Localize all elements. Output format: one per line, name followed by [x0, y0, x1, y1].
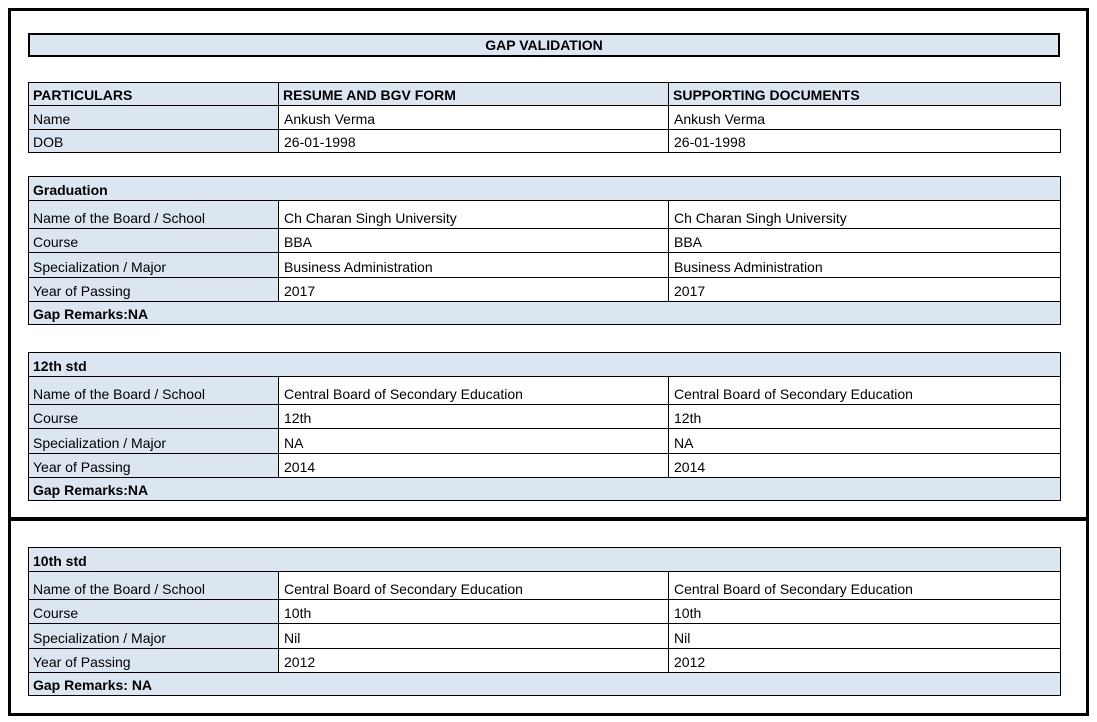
section-12th-std: 12th std Name of the Board / School Cent… — [28, 352, 1061, 501]
row-value-supporting: Business Administration — [669, 253, 1061, 278]
row-value-name-resume: Ankush Verma — [279, 106, 669, 130]
row-value-supporting: Central Board of Secondary Education — [669, 572, 1061, 600]
row-label: Course — [29, 405, 279, 429]
row-label-name: Name — [29, 106, 279, 130]
section-10th-std: 10th std Name of the Board / School Cent… — [28, 547, 1061, 696]
row-value-supporting: BBA — [669, 229, 1061, 253]
section-title: 12th std — [29, 353, 1061, 377]
row-value-resume: 2014 — [279, 454, 669, 478]
particulars-table: PARTICULARS RESUME AND BGV FORM SUPPORTI… — [28, 82, 1061, 153]
row-value-resume: 2012 — [279, 649, 669, 673]
row-label-dob: DOB — [29, 130, 279, 153]
row-value-resume: 10th — [279, 600, 669, 624]
row-value-resume: Central Board of Secondary Education — [279, 377, 669, 405]
row-label: Specialization / Major — [29, 624, 279, 649]
row-value-resume: Central Board of Secondary Education — [279, 572, 669, 600]
row-value-resume: 12th — [279, 405, 669, 429]
row-value-supporting: 10th — [669, 600, 1061, 624]
row-value-resume: 2017 — [279, 278, 669, 302]
row-label: Specialization / Major — [29, 253, 279, 278]
row-value-resume: Business Administration — [279, 253, 669, 278]
page-divider-line — [8, 517, 1089, 521]
section-title: 10th std — [29, 548, 1061, 572]
row-value-resume: NA — [279, 429, 669, 454]
row-value-supporting: 2017 — [669, 278, 1061, 302]
column-header-particulars: PARTICULARS — [29, 83, 279, 106]
row-label: Name of the Board / School — [29, 572, 279, 600]
row-label: Specialization / Major — [29, 429, 279, 454]
row-value-resume: Ch Charan Singh University — [279, 201, 669, 229]
row-label: Course — [29, 229, 279, 253]
section-graduation: Graduation Name of the Board / School Ch… — [28, 176, 1061, 325]
column-header-resume: RESUME AND BGV FORM — [279, 83, 669, 106]
gap-remarks: Gap Remarks:NA — [29, 302, 1061, 325]
row-value-supporting: 2012 — [669, 649, 1061, 673]
row-value-supporting: NA — [669, 429, 1061, 454]
row-value-supporting: Nil — [669, 624, 1061, 649]
row-value-dob-supporting: 26-01-1998 — [669, 130, 1061, 153]
row-label: Year of Passing — [29, 649, 279, 673]
row-value-name-supporting: Ankush Verma — [669, 106, 1061, 130]
document-title: GAP VALIDATION — [28, 33, 1060, 57]
row-value-resume: BBA — [279, 229, 669, 253]
row-label: Year of Passing — [29, 278, 279, 302]
row-value-supporting: Ch Charan Singh University — [669, 201, 1061, 229]
column-header-supporting: SUPPORTING DOCUMENTS — [669, 83, 1061, 106]
row-label: Year of Passing — [29, 454, 279, 478]
row-label: Name of the Board / School — [29, 201, 279, 229]
row-value-supporting: 2014 — [669, 454, 1061, 478]
gap-remarks: Gap Remarks:NA — [29, 478, 1061, 501]
row-label: Course — [29, 600, 279, 624]
row-value-dob-resume: 26-01-1998 — [279, 130, 669, 153]
row-value-resume: Nil — [279, 624, 669, 649]
row-label: Name of the Board / School — [29, 377, 279, 405]
gap-remarks: Gap Remarks: NA — [29, 673, 1061, 696]
row-value-supporting: Central Board of Secondary Education — [669, 377, 1061, 405]
section-title: Graduation — [29, 177, 1061, 201]
row-value-supporting: 12th — [669, 405, 1061, 429]
